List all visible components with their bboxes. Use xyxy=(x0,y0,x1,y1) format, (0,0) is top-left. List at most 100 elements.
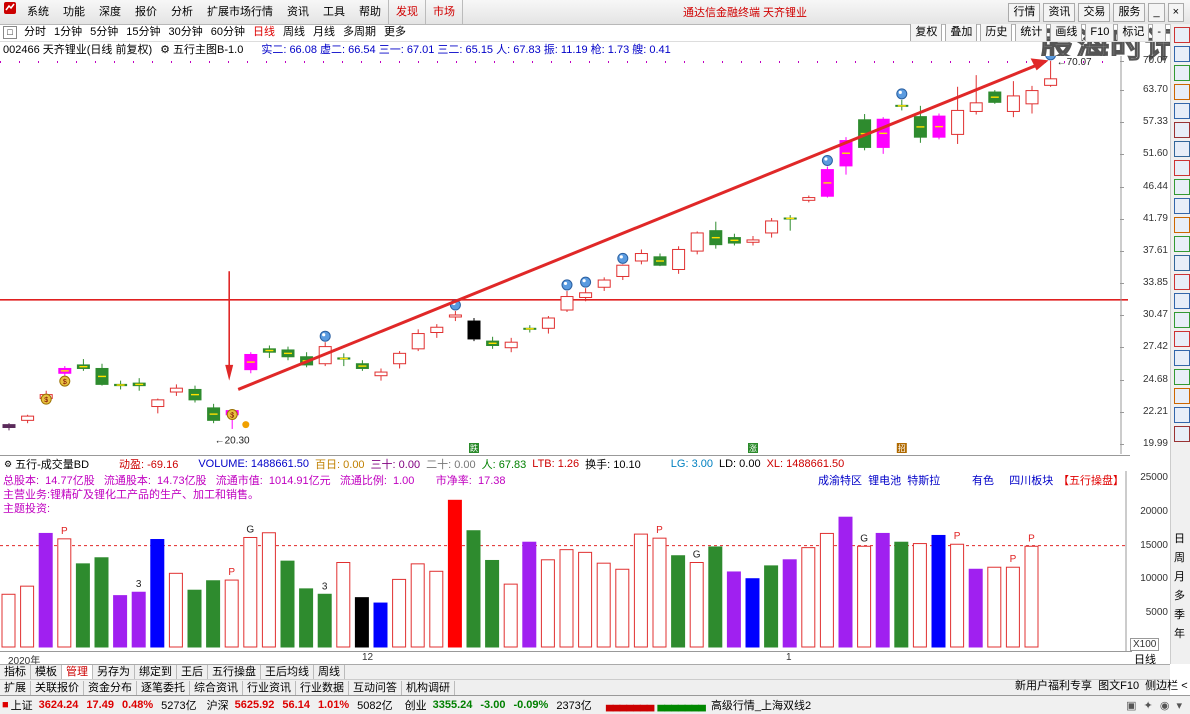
menu-item-8[interactable]: 帮助 xyxy=(359,6,381,18)
menu-item-0[interactable]: 系统 xyxy=(27,6,49,18)
toolbar-period-2[interactable]: 月 xyxy=(1174,571,1185,583)
event-marker[interactable] xyxy=(469,443,479,453)
toolbar-icon-0[interactable] xyxy=(1174,27,1190,43)
tray-icons[interactable]: ▣ ✦ ◉ ▾ xyxy=(1126,699,1184,712)
chart-tool-button-7[interactable]: - xyxy=(1152,24,1166,41)
ext-tab-1[interactable]: 关联报价 xyxy=(31,680,84,695)
toolbar-period-1[interactable]: 周 xyxy=(1174,552,1185,564)
period-0[interactable]: 分时 xyxy=(24,26,46,38)
menu-item-3[interactable]: 报价 xyxy=(135,6,157,18)
kline-chart[interactable]: $ $ $ ←20.30 ←70.07 跌 涨 招 xyxy=(0,56,1170,454)
ext-tab-3[interactable]: 逐笔委托 xyxy=(137,680,190,695)
main-indicator-name[interactable]: 五行主图B-1.0 xyxy=(173,44,244,56)
chart-tool-button-5[interactable]: F10 xyxy=(1085,24,1115,41)
period-5[interactable]: 60分钟 xyxy=(210,26,245,38)
period-9[interactable]: 多周期 xyxy=(343,26,376,38)
toolbar-icon-7[interactable] xyxy=(1174,160,1190,176)
menu-item-5[interactable]: 扩展市场行情 xyxy=(207,6,273,18)
ext-tab-4[interactable]: 综合资讯 xyxy=(190,680,243,695)
indicator-tab-7[interactable]: 王后均线 xyxy=(261,665,314,679)
period-6[interactable]: 日线 xyxy=(253,26,275,38)
toolbar-icon-8[interactable] xyxy=(1174,179,1190,195)
toolbar-period-0[interactable]: 日 xyxy=(1174,533,1185,545)
theme-tags-2[interactable]: 有色 四川板块 xyxy=(972,475,1054,487)
theme-tags[interactable]: 成渝特区 锂电池 特斯拉 xyxy=(818,475,941,487)
event-marker[interactable] xyxy=(748,443,758,453)
event-marker[interactable] xyxy=(896,443,907,453)
ext-tab-6[interactable]: 行业数据 xyxy=(296,680,349,695)
vol-indicator-name[interactable]: 五行-成交量BD xyxy=(15,459,90,471)
indicator-tab-2[interactable]: 管理 xyxy=(62,665,93,679)
toolbar-icon-10[interactable] xyxy=(1174,217,1190,233)
period-8[interactable]: 月线 xyxy=(313,26,335,38)
gear-icon[interactable]: ⚙ xyxy=(160,43,171,56)
ext-tab-5[interactable]: 行业资讯 xyxy=(243,680,296,695)
toolbar-icon-15[interactable] xyxy=(1174,312,1190,328)
chart-tool-button-2[interactable]: 历史 xyxy=(980,24,1013,41)
chart-tool-button-0[interactable]: 复权 xyxy=(910,24,943,41)
toolbar-period-4[interactable]: 季 xyxy=(1174,609,1185,621)
top-right-button-3[interactable]: 服务 xyxy=(1113,2,1146,22)
idx-cy-name[interactable]: 创业 xyxy=(404,700,427,712)
ext-tab-0[interactable]: 扩展 xyxy=(0,680,31,695)
chart-tool-button-1[interactable]: 叠加 xyxy=(945,24,978,41)
period-3[interactable]: 15分钟 xyxy=(126,26,161,38)
toolbar-icon-13[interactable] xyxy=(1174,274,1190,290)
chart-tool-button-4[interactable]: 画线 xyxy=(1050,24,1083,41)
menu-item-6[interactable]: 资讯 xyxy=(287,6,309,18)
toolbar-period-3[interactable]: 多 xyxy=(1174,590,1185,602)
period-1[interactable]: 1分钟 xyxy=(54,26,83,38)
period-2[interactable]: 5分钟 xyxy=(90,26,119,38)
period-7[interactable]: 周线 xyxy=(283,26,305,38)
chevron-down-icon[interactable]: ⚙ xyxy=(4,458,13,469)
ext-tab-8[interactable]: 机构调研 xyxy=(402,680,455,695)
indicator-tab-1[interactable]: 模板 xyxy=(31,665,62,679)
chart-tool-button-3[interactable]: 统计 xyxy=(1015,24,1048,41)
indicator-tab-0[interactable]: 指标 xyxy=(0,665,31,679)
top-right-button-1[interactable]: 资讯 xyxy=(1043,2,1076,22)
indicator-tab-5[interactable]: 王后 xyxy=(177,665,208,679)
period-4[interactable]: 30分钟 xyxy=(168,26,203,38)
chart-tool-button-6[interactable]: 标记 xyxy=(1117,24,1150,41)
toolbar-icon-14[interactable] xyxy=(1174,293,1190,309)
toolbar-icon-18[interactable] xyxy=(1174,369,1190,385)
menu-item-2[interactable]: 深度 xyxy=(99,6,121,18)
toolbar-icon-6[interactable] xyxy=(1174,141,1190,157)
idx-sh-name[interactable]: 上证 xyxy=(10,700,33,712)
menu-item-4[interactable]: 分析 xyxy=(171,6,193,18)
idx-hs-name[interactable]: 沪深 xyxy=(206,700,229,712)
app-logo[interactable] xyxy=(0,0,20,24)
bottom-right-links[interactable]: 新用户福利专享 图文F10 侧边栏 < xyxy=(1015,680,1188,692)
period-10[interactable]: 更多 xyxy=(384,26,406,38)
toolbar-icon-21[interactable] xyxy=(1174,426,1190,442)
period-label[interactable]: 日线 xyxy=(1134,654,1156,666)
toolbar-period-5[interactable]: 年 xyxy=(1174,628,1185,640)
minimize-icon[interactable]: _ xyxy=(1148,2,1165,22)
indicator-tab-4[interactable]: 绑定到 xyxy=(135,665,177,679)
toolbar-icon-12[interactable] xyxy=(1174,255,1190,271)
indicator-tab-8[interactable]: 周线 xyxy=(314,665,345,679)
expand-icon[interactable]: □ xyxy=(3,26,17,39)
top-right-button-0[interactable]: 行情 xyxy=(1008,2,1041,22)
toolbar-icon-11[interactable] xyxy=(1174,236,1190,252)
toolbar-icon-9[interactable] xyxy=(1174,198,1190,214)
toolbar-icon-4[interactable] xyxy=(1174,103,1190,119)
toolbar-icon-16[interactable] xyxy=(1174,331,1190,347)
toolbar-icon-3[interactable] xyxy=(1174,84,1190,100)
close-icon[interactable]: × xyxy=(1167,2,1184,22)
ext-tab-2[interactable]: 资金分布 xyxy=(84,680,137,695)
menu-item-7[interactable]: 工具 xyxy=(323,6,345,18)
toolbar-icon-19[interactable] xyxy=(1174,388,1190,404)
toolbar-icon-2[interactable] xyxy=(1174,65,1190,81)
indicator-tab-6[interactable]: 五行操盘 xyxy=(208,665,261,679)
ext-tab-7[interactable]: 互动问答 xyxy=(349,680,402,695)
menu-item-1[interactable]: 功能 xyxy=(63,6,85,18)
toolbar-icon-17[interactable] xyxy=(1174,350,1190,366)
toolbar-icon-1[interactable] xyxy=(1174,46,1190,62)
menu-discover[interactable]: 发现 xyxy=(388,0,425,24)
toolbar-icon-5[interactable] xyxy=(1174,122,1190,138)
indicator-tab-3[interactable]: 另存为 xyxy=(93,665,135,679)
toolbar-icon-20[interactable] xyxy=(1174,407,1190,423)
top-right-button-2[interactable]: 交易 xyxy=(1078,2,1111,22)
